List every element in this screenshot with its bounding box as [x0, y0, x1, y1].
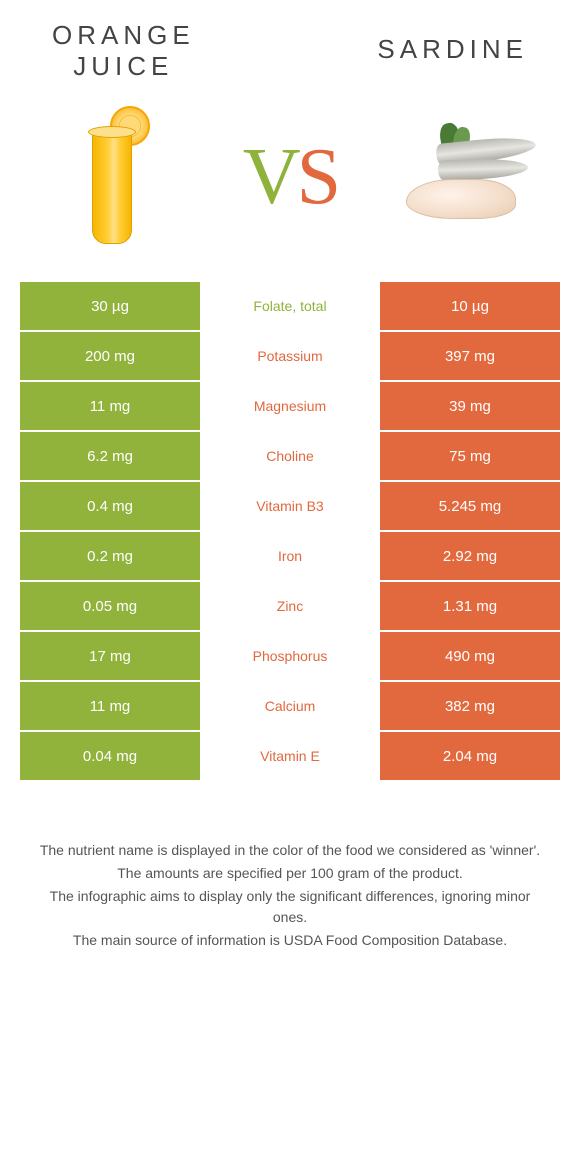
vs-label: VS [243, 132, 337, 223]
nutrient-table: 30 µgFolate, total10 µg200 mgPotassium39… [20, 282, 560, 780]
table-row: 17 mgPhosphorus490 mg [20, 632, 560, 680]
table-row: 30 µgFolate, total10 µg [20, 282, 560, 330]
table-row: 0.05 mgZinc1.31 mg [20, 582, 560, 630]
table-row: 11 mgCalcium382 mg [20, 682, 560, 730]
left-food-title: ORANGE JUICE [52, 20, 195, 82]
table-row: 0.2 mgIron2.92 mg [20, 532, 560, 580]
nutrient-label: Calcium [200, 682, 380, 730]
sardine-image [398, 102, 538, 252]
left-value: 30 µg [20, 282, 200, 330]
table-row: 11 mgMagnesium39 mg [20, 382, 560, 430]
image-row: VS [12, 102, 568, 252]
table-row: 6.2 mgCholine75 mg [20, 432, 560, 480]
right-value: 382 mg [380, 682, 560, 730]
footer-line-1: The nutrient name is displayed in the co… [32, 840, 548, 861]
nutrient-label: Folate, total [200, 282, 380, 330]
footer-line-3: The infographic aims to display only the… [32, 886, 548, 928]
right-food-title: SARDINE [377, 20, 528, 65]
left-value: 11 mg [20, 682, 200, 730]
right-value: 1.31 mg [380, 582, 560, 630]
right-value: 490 mg [380, 632, 560, 680]
left-value: 0.4 mg [20, 482, 200, 530]
right-value: 75 mg [380, 432, 560, 480]
right-value: 39 mg [380, 382, 560, 430]
right-value: 2.04 mg [380, 732, 560, 780]
left-value: 0.05 mg [20, 582, 200, 630]
right-value: 5.245 mg [380, 482, 560, 530]
vs-v: V [243, 133, 297, 221]
left-value: 0.2 mg [20, 532, 200, 580]
vs-s: S [297, 133, 338, 221]
right-value: 397 mg [380, 332, 560, 380]
nutrient-label: Zinc [200, 582, 380, 630]
nutrient-label: Choline [200, 432, 380, 480]
nutrient-label: Iron [200, 532, 380, 580]
left-value: 6.2 mg [20, 432, 200, 480]
table-row: 200 mgPotassium397 mg [20, 332, 560, 380]
nutrient-label: Phosphorus [200, 632, 380, 680]
nutrient-label: Vitamin E [200, 732, 380, 780]
table-row: 0.04 mgVitamin E2.04 mg [20, 732, 560, 780]
left-value: 17 mg [20, 632, 200, 680]
nutrient-label: Vitamin B3 [200, 482, 380, 530]
left-value: 0.04 mg [20, 732, 200, 780]
footer-line-2: The amounts are specified per 100 gram o… [32, 863, 548, 884]
footer-line-4: The main source of information is USDA F… [32, 930, 548, 951]
nutrient-label: Potassium [200, 332, 380, 380]
orange-juice-image [42, 102, 182, 252]
header: ORANGE JUICE SARDINE [12, 20, 568, 82]
footer-notes: The nutrient name is displayed in the co… [12, 840, 568, 951]
nutrient-label: Magnesium [200, 382, 380, 430]
right-value: 2.92 mg [380, 532, 560, 580]
right-value: 10 µg [380, 282, 560, 330]
left-value: 200 mg [20, 332, 200, 380]
left-value: 11 mg [20, 382, 200, 430]
table-row: 0.4 mgVitamin B35.245 mg [20, 482, 560, 530]
